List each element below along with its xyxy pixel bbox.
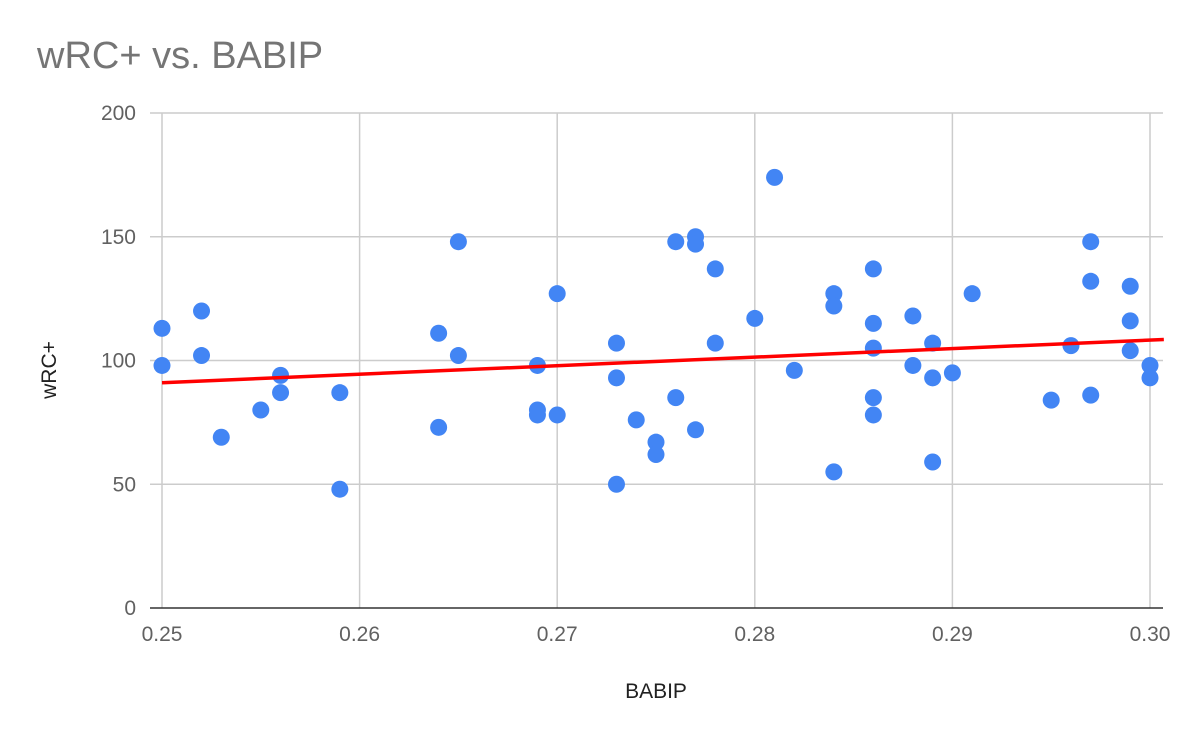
data-point: [924, 334, 942, 352]
x-tick-label: 0.25: [142, 623, 183, 646]
data-point: [153, 356, 171, 374]
data-point: [904, 307, 922, 325]
data-point: [785, 361, 803, 379]
data-point: [825, 297, 843, 315]
y-tick-label: 100: [101, 350, 136, 373]
data-point: [825, 285, 843, 303]
x-axis-ticks: 0.25 0.26 0.27 0.28 0.29 0.30: [142, 623, 1171, 646]
data-point: [924, 369, 942, 387]
data-point: [1062, 337, 1080, 355]
data-point: [667, 389, 685, 407]
y-tick-label: 0: [124, 597, 136, 620]
x-tick-label: 0.27: [537, 623, 578, 646]
x-tick-label: 0.30: [1130, 623, 1171, 646]
data-point: [1082, 386, 1100, 404]
y-tick-label: 200: [101, 102, 136, 125]
data-point: [943, 364, 961, 382]
data-point: [1141, 356, 1159, 374]
data-point: [1121, 312, 1139, 330]
data-point: [904, 356, 922, 374]
data-point: [607, 334, 625, 352]
trendline: [161, 337, 1164, 385]
data-point: [1082, 272, 1100, 290]
x-tick-label: 0.26: [339, 623, 380, 646]
data-point: [252, 401, 270, 419]
data-point: [331, 480, 349, 498]
data-point: [687, 421, 705, 439]
y-tick-label: 50: [113, 473, 136, 496]
data-point: [430, 418, 448, 436]
y-tick-label: 150: [101, 226, 136, 249]
data-point: [766, 168, 784, 186]
x-tick-label: 0.28: [734, 623, 775, 646]
data-points: [153, 168, 1159, 498]
data-point: [924, 453, 942, 471]
data-point: [1042, 391, 1060, 409]
data-point: [825, 463, 843, 481]
data-point: [193, 302, 211, 320]
data-point: [528, 406, 546, 424]
chart-title: wRC+ vs. BABIP: [36, 35, 323, 77]
data-point: [1141, 369, 1159, 387]
data-point: [607, 475, 625, 493]
data-point: [627, 411, 645, 429]
trendline-group: [161, 337, 1164, 385]
data-point: [449, 347, 467, 365]
data-point: [272, 384, 290, 402]
data-point: [548, 406, 566, 424]
data-point: [449, 233, 467, 251]
data-point: [193, 347, 211, 365]
data-point: [864, 314, 882, 332]
data-point: [706, 260, 724, 278]
data-point: [864, 339, 882, 357]
data-point: [746, 309, 764, 327]
y-axis-ticks: 0 50 100 150 200: [101, 102, 136, 620]
data-point: [1121, 342, 1139, 360]
data-point: [647, 446, 665, 464]
data-point: [963, 285, 981, 303]
data-point: [864, 260, 882, 278]
data-point: [153, 319, 171, 337]
data-point: [212, 428, 230, 446]
data-point: [331, 384, 349, 402]
data-point: [864, 389, 882, 407]
data-point: [864, 406, 882, 424]
data-point: [667, 233, 685, 251]
data-point: [647, 433, 665, 451]
data-point: [607, 369, 625, 387]
data-point: [430, 324, 448, 342]
data-point: [1121, 277, 1139, 295]
y-axis-title: wRC+: [38, 341, 61, 400]
data-point: [706, 334, 724, 352]
x-tick-label: 0.29: [932, 623, 973, 646]
x-axis-title: BABIP: [625, 680, 687, 703]
data-point: [1082, 233, 1100, 251]
data-point: [548, 285, 566, 303]
data-point: [272, 366, 290, 384]
data-point: [687, 235, 705, 253]
